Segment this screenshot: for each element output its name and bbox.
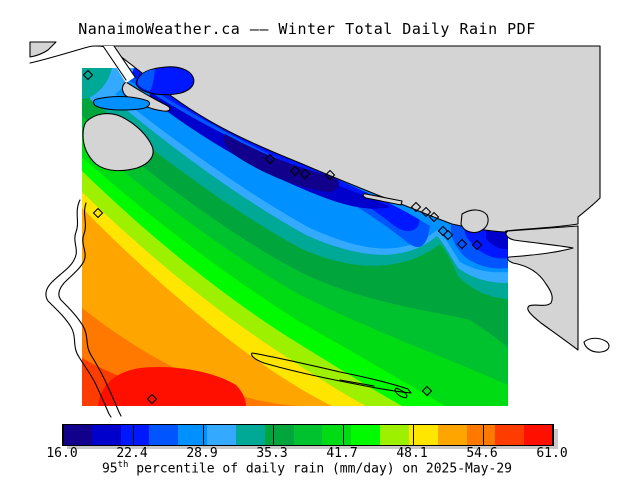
colorbar-segment [120,425,150,445]
coastline-layer [29,45,610,418]
band-c2-pocket [486,228,508,250]
land-island-nvi [82,113,154,172]
band-c7-corner [82,68,112,99]
inlet-lake-west [138,69,155,91]
colorbar-segment [235,425,265,445]
station-diamond-icon [442,229,454,241]
land-coastal-islet [460,209,489,234]
station-diamond-icon [289,165,301,177]
band-c17-max [98,366,246,406]
station-diamond-icon [420,206,432,218]
colorbar-segment [178,425,208,445]
small-island-loop [394,387,408,399]
colorbar-tick [343,425,344,445]
colorbar-segment [293,425,323,445]
caption-rest: percentile of daily rain (mm/day) on 202… [128,461,512,477]
colorbar-segment [264,425,294,445]
colorbar-caption: 95th percentile of daily rain (mm/day) o… [0,460,614,476]
west-coast-outer [45,199,112,418]
land-layer [29,41,601,351]
colorbar-segment [149,425,179,445]
station-diamond-icon [92,207,104,219]
land-spit [362,193,403,206]
inlet-arm [93,96,151,111]
station-diamond-icon [146,393,158,405]
station-diamond-icon [437,225,449,237]
land-mainland-south [505,225,579,351]
page-title: NanaimoWeather.ca —— Winter Total Daily … [78,20,536,38]
station-diamond-icon [471,239,483,251]
thin-island-fork [339,379,375,387]
land-mainland [94,45,601,233]
station-diamond-icon [299,168,311,180]
colorbar [62,424,554,446]
colorbar-segment [351,425,381,445]
colorbar-segment [437,425,467,445]
colorbar-segment [207,425,236,445]
se-islet-outline [583,337,610,353]
band-c1-minimum-core [223,134,339,192]
nw-coastline [29,45,96,64]
station-diamond-icon [410,201,422,213]
station-diamond-icon [82,69,94,81]
channel-coastline-west [102,45,127,81]
land-corner-islet [29,41,57,58]
station-diamond-icon [324,169,336,181]
channel-coastline-east [113,45,136,78]
colorbar-segment [322,425,352,445]
colorbar-tick-label: 54.6 [466,446,498,461]
colorbar-segment [466,425,496,445]
colorbar-tick [63,425,64,445]
colorbar-tick-label: 35.3 [256,446,288,461]
colorbar-segment [91,425,121,445]
caption-base: 95 [101,461,118,477]
colorbar-segment [524,425,554,445]
colorbar-tick-label: 28.9 [186,446,218,461]
colorbar-tick [483,425,484,445]
colorbar-tick [203,425,204,445]
land-claw-finger [121,81,171,112]
thin-island-outline [251,352,412,394]
colorbar-segment [408,425,438,445]
colorbar-tick [552,425,553,445]
colorbar-segment [495,425,525,445]
colorbar-segment [63,425,92,445]
colorbar-tick-label: 22.4 [116,446,148,461]
caption-superscript: th [117,460,129,470]
colorbar-tick [413,425,414,445]
colorbar-tick [133,425,134,445]
colorbar-tick-labels: 16.0 22.4 28.9 35.3 41.7 48.1 54.6 61.0 [0,446,640,461]
white-channel [103,46,135,83]
colorbar-tick-label: 61.0 [536,446,568,461]
colorbar-tick-label: 48.1 [396,446,428,461]
station-diamond-icon [264,153,276,165]
station-diamond-icon [428,211,440,223]
colorbar-tick-label: 16.0 [46,446,78,461]
colorbar-tick [273,425,274,445]
colorbar-tick-label: 41.7 [326,446,358,461]
colorbar-segment [380,425,409,445]
station-diamond-icon [456,238,468,250]
west-coast-inner [58,202,122,417]
station-diamond-icon [421,385,433,397]
station-markers [82,69,483,405]
